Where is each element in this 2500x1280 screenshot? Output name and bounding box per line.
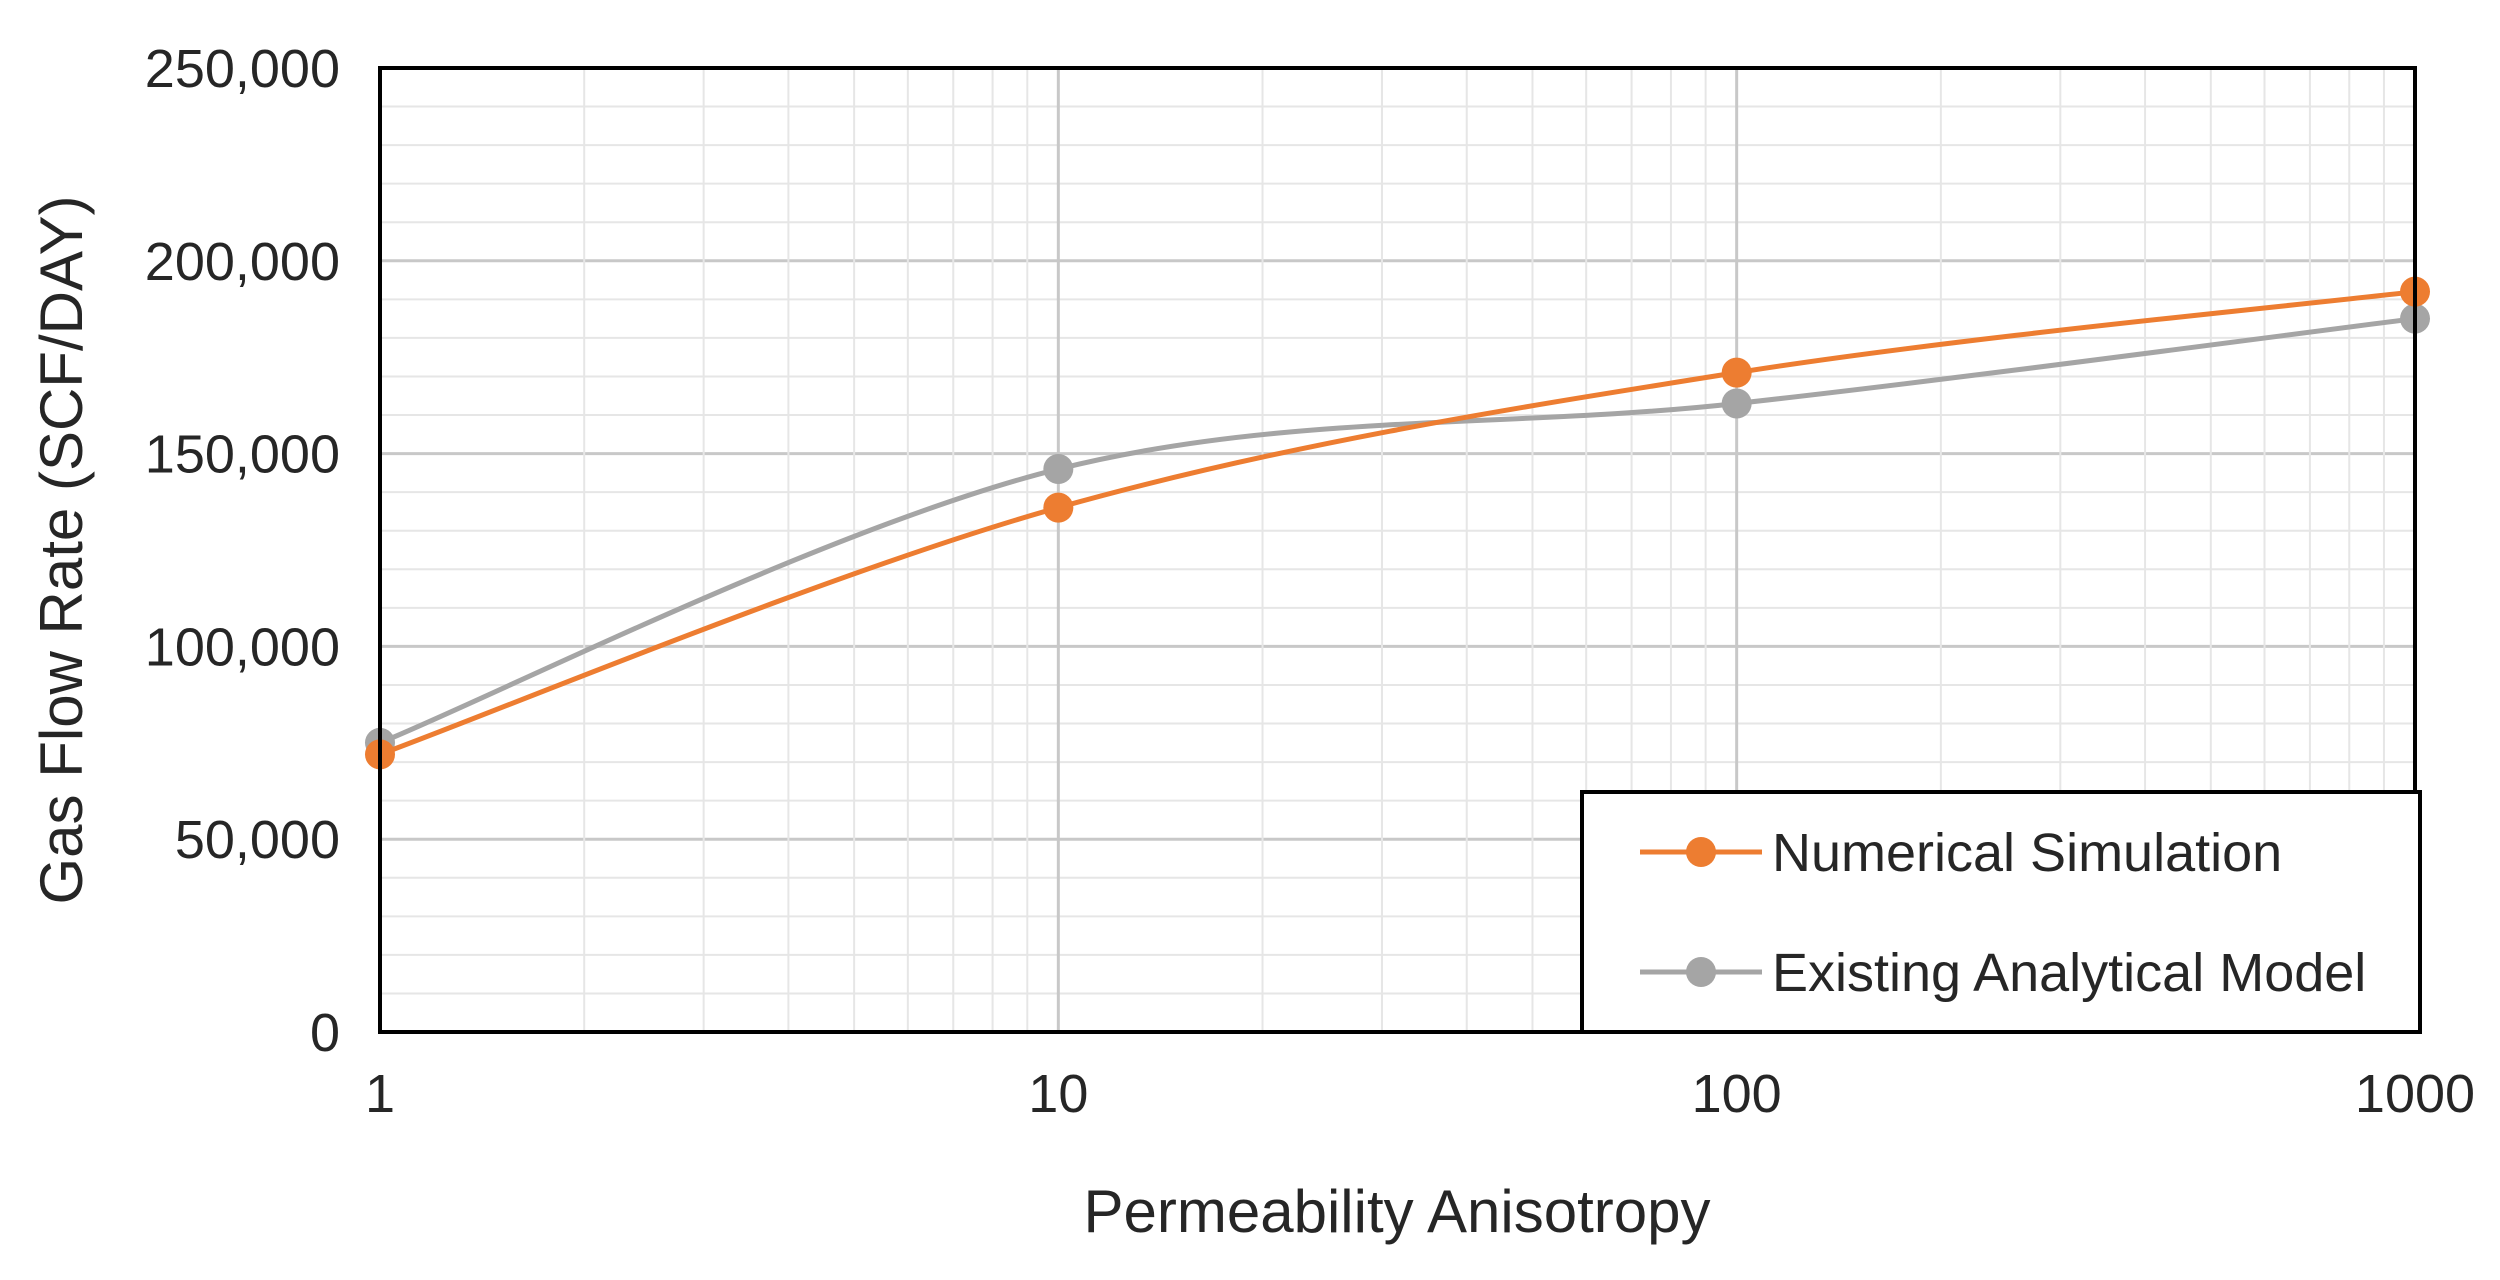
plot-area-border bbox=[378, 66, 2417, 1034]
y-tick-label: 250,000 bbox=[145, 39, 340, 99]
x-tick-label: 100 bbox=[1692, 1064, 1782, 1124]
grid-lines bbox=[380, 68, 2415, 1032]
y-tick-label: 200,000 bbox=[145, 232, 340, 292]
legend-swatch-marker bbox=[1686, 837, 1716, 867]
data-point-marker bbox=[1721, 388, 1752, 419]
y-tick-label: 0 bbox=[310, 1003, 340, 1063]
series-line bbox=[379, 316, 2416, 746]
y-axis-tick-labels: 0 50,000 100,000 150,000 200,000 250,000 bbox=[145, 39, 340, 1063]
legend-label: Numerical Simulation bbox=[1772, 823, 2282, 883]
x-axis-title: Permeability Anisotropy bbox=[1084, 1178, 1711, 1245]
series-existing-analytical-model bbox=[365, 303, 2430, 758]
legend-swatch-marker bbox=[1686, 957, 1716, 987]
data-point-marker bbox=[1043, 492, 1074, 523]
x-tick-label: 10 bbox=[1028, 1064, 1088, 1124]
x-axis-tick-labels: 1 10 100 1000 bbox=[365, 1064, 2475, 1124]
y-tick-label: 100,000 bbox=[145, 617, 340, 677]
series-line bbox=[379, 289, 2416, 757]
legend-label: Existing Analytical Model bbox=[1772, 943, 2366, 1003]
y-tick-label: 150,000 bbox=[145, 425, 340, 485]
data-point-marker bbox=[1721, 357, 1752, 388]
x-tick-label: 1000 bbox=[2355, 1064, 2475, 1124]
y-axis-title: Gas Flow Rate (SCF/DAY) bbox=[28, 195, 95, 904]
y-tick-label: 50,000 bbox=[175, 810, 340, 870]
data-point-marker bbox=[1043, 454, 1074, 485]
series-layer bbox=[365, 276, 2430, 770]
legend: Numerical Simulation Existing Analytical… bbox=[1580, 790, 2422, 1034]
legend-box bbox=[1580, 790, 2422, 1034]
x-tick-label: 1 bbox=[365, 1064, 395, 1124]
